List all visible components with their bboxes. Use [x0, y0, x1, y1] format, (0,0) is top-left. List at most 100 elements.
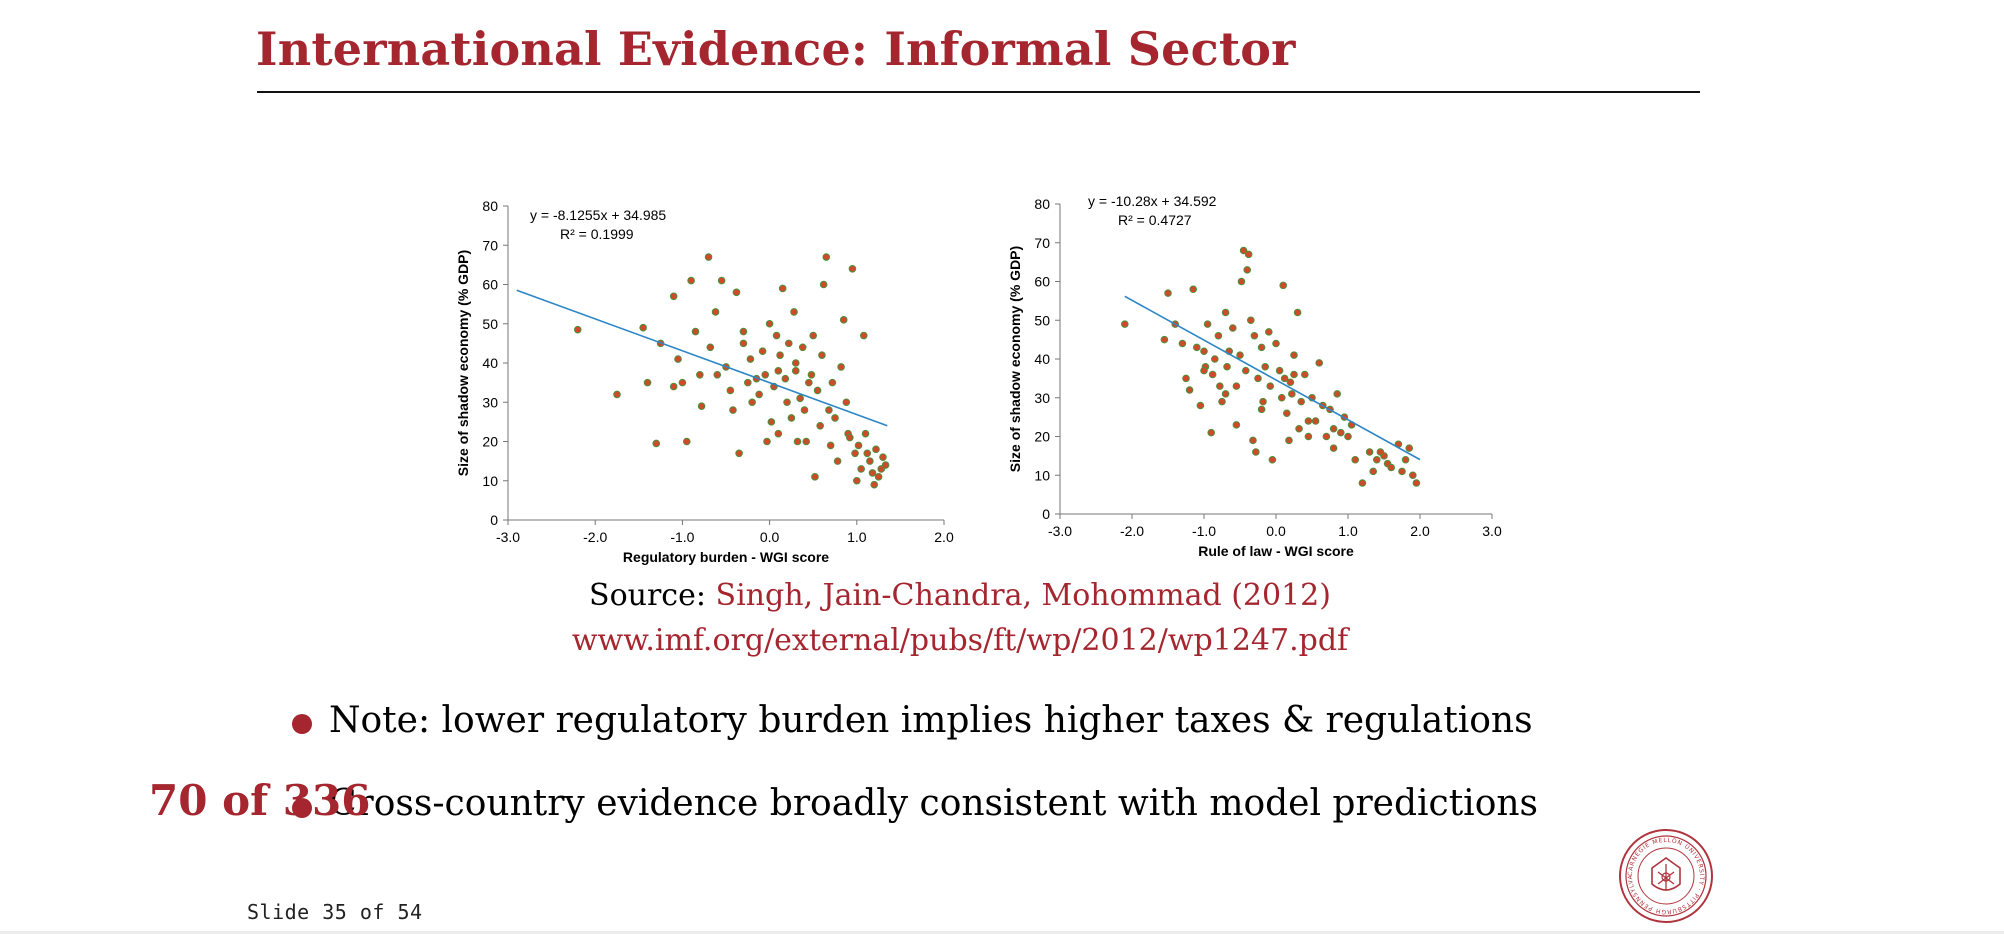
data-point: [1200, 366, 1208, 375]
data-point: [800, 406, 809, 414]
data-point: [818, 351, 826, 359]
data-point: [791, 367, 800, 375]
data-point: [1196, 401, 1205, 410]
source-link[interactable]: Singh, Jain-Chandra, Mohommad (2012): [715, 578, 1331, 613]
seal-text: CARNEGIE MELLON UNIVERSITY · PITTSBURGH …: [1615, 823, 1704, 915]
data-point: [774, 367, 783, 375]
trendline: [1124, 295, 1421, 461]
data-point: [1376, 448, 1385, 456]
chart-rule-of-law: 0 10 20 30 40 50 60 70 80 -3.0 -2.0 -1.0 0.0 1.0 2.0 3.…: [998, 170, 1518, 580]
data-point: [1221, 390, 1230, 398]
data-point: [1207, 428, 1215, 437]
data-point: [1193, 343, 1201, 352]
data-point: [1247, 316, 1255, 325]
data-point: [846, 433, 854, 442]
data-point: [825, 406, 833, 414]
data-point: [1223, 362, 1231, 371]
data-point: [1329, 424, 1338, 433]
data-point: [732, 288, 741, 297]
svg-text:CARNEGIE MELLON UNIVERSITY · P: CARNEGIE MELLON UNIVERSITY · PITTSBURGH …: [1618, 828, 1705, 915]
data-point: [767, 418, 776, 426]
data-point: [1243, 266, 1251, 274]
y-tick-label: 50: [482, 316, 498, 332]
data-point: [837, 363, 845, 371]
data-point: [765, 319, 774, 328]
data-point: [1160, 335, 1169, 344]
data-point: [1387, 463, 1396, 472]
data-point: [1405, 444, 1414, 452]
data-point: [735, 449, 743, 458]
data-point: [761, 370, 770, 379]
data-point: [717, 276, 726, 285]
data-point: [1304, 432, 1313, 441]
data-point: [682, 437, 691, 446]
title-divider: [257, 91, 1700, 93]
data-point: [1304, 417, 1313, 425]
y-tick-label: 60: [1034, 274, 1050, 290]
y-tick-label: 40: [482, 355, 498, 371]
source-url-link[interactable]: www.imf.org/external/pubs/ft/wp/2012/wp1…: [571, 623, 1349, 658]
x-tick-label: 0.0: [1266, 523, 1286, 539]
data-point: [1285, 436, 1293, 445]
data-point: [1293, 308, 1302, 317]
data-point: [1189, 285, 1197, 294]
data-point: [831, 414, 839, 422]
data-point: [879, 453, 887, 462]
data-point: [1214, 331, 1223, 340]
data-point: [861, 429, 870, 438]
data-point: [798, 343, 807, 352]
data-point: [755, 390, 763, 399]
data-point: [1315, 359, 1324, 367]
data-point: [1369, 467, 1378, 476]
data-point: [1344, 432, 1352, 441]
data-point: [678, 378, 687, 387]
data-point: [729, 406, 737, 414]
data-point: [859, 331, 868, 340]
data-point: [793, 437, 802, 446]
data-point: [854, 441, 863, 450]
scatter-chart-1: 0 10 20 30 40 50 60 70 80 -3.0 -2.0 -1.0 0.0 1.0 2.0 Re…: [455, 198, 954, 565]
data-point: [1337, 428, 1345, 437]
bullet-evidence: Cross-country evidence broadly consisten…: [329, 783, 1539, 824]
data-point: [1257, 343, 1266, 352]
data-point: [1182, 374, 1190, 383]
data-point: [669, 292, 678, 301]
x-tick-label: 3.0: [1482, 523, 1502, 539]
data-point: [1409, 471, 1417, 480]
data-point: [872, 445, 880, 454]
data-point: [811, 473, 819, 481]
data-point: [1365, 448, 1374, 456]
data-point: [691, 327, 700, 336]
data-point: [763, 437, 771, 446]
y-tick-label: 70: [482, 237, 498, 253]
data-point: [739, 327, 748, 336]
data-point: [639, 323, 647, 332]
data-point: [805, 378, 813, 387]
data-point: [853, 476, 861, 485]
data-point: [1290, 351, 1298, 359]
data-point: [1218, 397, 1226, 406]
data-point: [813, 386, 822, 395]
data-point: [828, 378, 837, 387]
trendline: [516, 289, 888, 427]
data-point: [1221, 308, 1230, 317]
bullet-marker: [292, 714, 312, 734]
data-point: [1272, 339, 1280, 348]
slide-title: International Evidence: Informal Sector: [256, 22, 1296, 76]
y-tick-label: 10: [482, 473, 498, 489]
data-point: [1178, 339, 1187, 348]
data-point: [643, 378, 652, 387]
data-point: [863, 449, 872, 458]
data-point: [802, 437, 811, 446]
data-point: [1249, 436, 1257, 445]
x-tick-label: -1.0: [670, 529, 694, 545]
y-tick-label: 10: [1034, 467, 1050, 483]
x-tick-label: 2.0: [1410, 523, 1430, 539]
data-point: [781, 374, 790, 383]
y-tick-label: 30: [1034, 390, 1050, 406]
y-tick-label: 80: [482, 198, 498, 214]
data-point: [1254, 374, 1262, 383]
data-point: [868, 469, 877, 477]
data-point: [1236, 351, 1244, 359]
data-point: [1211, 355, 1219, 363]
